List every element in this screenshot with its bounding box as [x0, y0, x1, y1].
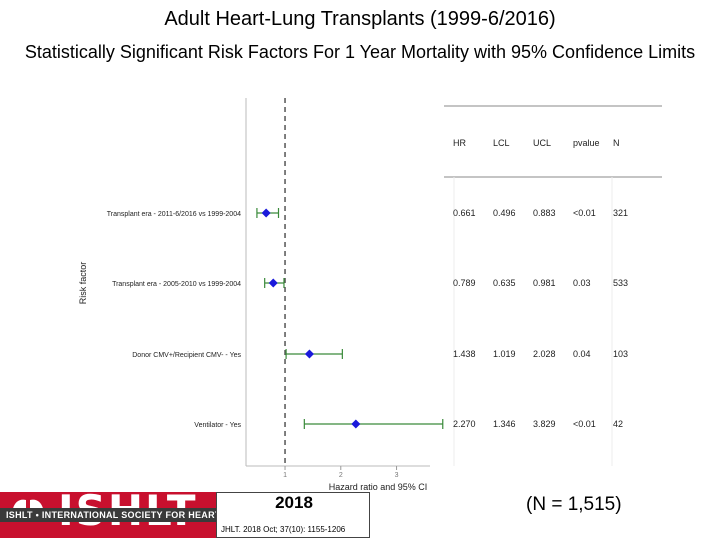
slide-subtitle: Statistically Significant Risk Factors F…: [24, 42, 696, 62]
table-cell: 533: [613, 278, 628, 288]
table-cell: 0.661: [453, 208, 476, 218]
table-cell: 42: [613, 419, 623, 429]
table-cell: 1.438: [453, 349, 476, 359]
y-axis-label: Risk factor: [78, 262, 88, 305]
table-header-cell: HR: [453, 138, 466, 148]
hazard-ratio-point: [351, 419, 361, 429]
table-cell: <0.01: [573, 419, 596, 429]
hazard-ratio-point: [304, 349, 314, 359]
risk-factor-label: Transplant era - 2011-6/2016 vs 1999-200…: [107, 211, 241, 218]
sample-size-label: (N = 1,515): [526, 494, 622, 515]
x-tick-label: 1: [283, 472, 287, 479]
hazard-ratio-point: [268, 278, 278, 288]
table-header-cell: N: [613, 138, 620, 148]
citation-text: JHLT. 2018 Oct; 37(10): 1155-1206: [221, 525, 346, 534]
table-header-cell: UCL: [533, 138, 551, 148]
table-cell: 0.496: [493, 208, 516, 218]
table-cell: 2.028: [533, 349, 556, 359]
table-cell: 0.03: [573, 278, 591, 288]
table-header-cell: LCL: [493, 138, 510, 148]
citation-box: 2018 JHLT. 2018 Oct; 37(10): 1155-1206: [216, 492, 370, 538]
table-header-cell: pvalue: [573, 138, 600, 148]
x-tick-label: 3: [395, 472, 399, 479]
risk-factor-label: Ventilator - Yes: [194, 422, 241, 429]
table-cell: 1.346: [493, 419, 516, 429]
table-cell: 0.789: [453, 278, 476, 288]
table-cell: 0.04: [573, 349, 591, 359]
table-cell: 321: [613, 208, 628, 218]
table-cell: 3.829: [533, 419, 556, 429]
table-cell: <0.01: [573, 208, 596, 218]
slide-title: Adult Heart-Lung Transplants (1999-6/201…: [164, 8, 556, 30]
risk-factor-label: Transplant era - 2005-2010 vs 1999-2004: [112, 281, 241, 288]
report-year: 2018: [275, 493, 313, 512]
risk-factor-label: Donor CMV+/Recipient CMV- - Yes: [132, 352, 241, 359]
table-cell: 103: [613, 349, 628, 359]
logo-banner-text: ISHLT • INTERNATIONAL SOCIETY FOR HEART …: [6, 510, 369, 520]
table-cell: 0.883: [533, 208, 556, 218]
table-cell: 0.635: [493, 278, 516, 288]
table-cell: 0.981: [533, 278, 556, 288]
hazard-ratio-point: [261, 208, 271, 218]
table-cell: 1.019: [493, 349, 516, 359]
x-axis-label: Hazard ratio and 95% CI: [329, 482, 428, 490]
x-tick-label: 2: [339, 472, 343, 479]
forest-plot: 1 2 3 Hazard ratio and 95% CI Risk factor Tra…: [78, 98, 662, 490]
table-cell: 2.270: [453, 419, 476, 429]
